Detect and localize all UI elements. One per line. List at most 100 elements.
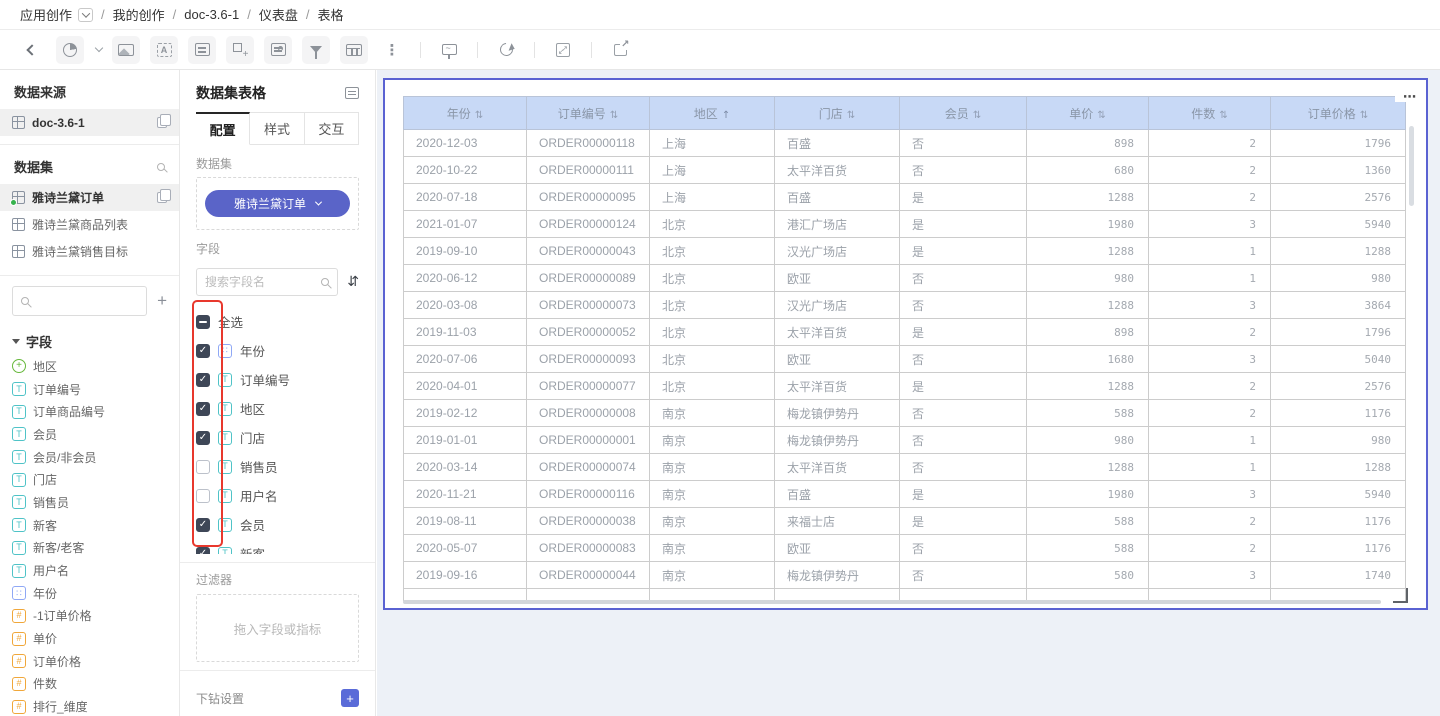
text-icon[interactable]: A [150, 35, 178, 64]
field-item[interactable]: 排行_维度 [0, 695, 179, 716]
table-cell: 3 [1148, 210, 1271, 238]
field-item[interactable]: 订单商品编号 [0, 400, 179, 423]
field-item[interactable]: 门店 [0, 468, 179, 491]
widget-more-button[interactable]: ⋯ [1395, 86, 1425, 103]
field-checkbox-row[interactable]: 新客 [196, 539, 359, 554]
config-tab[interactable]: 配置 [196, 112, 251, 145]
add-drill-button[interactable]: + [341, 689, 359, 707]
field-type-icon [218, 459, 232, 474]
field-item[interactable]: 年份 [0, 582, 179, 605]
checkbox[interactable] [196, 517, 210, 532]
table-vertical-scrollbar[interactable] [1409, 126, 1414, 206]
field-item[interactable]: 用户名 [0, 559, 179, 582]
table-cell: 否 [899, 561, 1027, 589]
present-icon[interactable] [435, 36, 463, 64]
chart-add-icon[interactable] [56, 35, 84, 64]
share-icon[interactable] [606, 36, 634, 64]
column-header[interactable]: 会员 ⇅ [899, 96, 1027, 130]
checkbox[interactable] [196, 430, 210, 445]
component-icon[interactable] [226, 35, 254, 64]
column-header[interactable]: 件数 ⇅ [1148, 96, 1271, 130]
tab-table-icon[interactable] [340, 35, 368, 64]
copy-icon[interactable] [157, 189, 171, 203]
dataset-item[interactable]: 雅诗兰黛订单 [0, 184, 179, 211]
checkbox[interactable] [196, 372, 210, 387]
widget-resize-handle[interactable] [1393, 588, 1408, 603]
field-checkbox-row[interactable]: 地区 [196, 394, 359, 423]
breadcrumb-item-app[interactable]: 应用创作 [20, 8, 73, 23]
field-checkbox-row[interactable]: 用户名 [196, 481, 359, 510]
table-cell: 2 [1148, 534, 1271, 562]
search-input[interactable] [35, 294, 139, 308]
field-item[interactable]: 会员 [0, 423, 179, 446]
field-checkbox-row[interactable]: 门店 [196, 423, 359, 452]
column-header[interactable]: 门店 ⇅ [774, 96, 900, 130]
breadcrumb-item-doc[interactable]: doc-3.6-1 [184, 7, 240, 22]
filter-card-icon[interactable] [264, 35, 292, 64]
field-type-icon [12, 631, 26, 646]
form-icon[interactable] [188, 35, 216, 64]
column-header[interactable]: 单价 ⇅ [1026, 96, 1149, 130]
field-item[interactable]: 会员/非会员 [0, 446, 179, 469]
column-header[interactable]: 订单编号 ⇅ [526, 96, 650, 130]
checkbox[interactable] [196, 459, 210, 474]
convert-chart-icon[interactable] [345, 87, 359, 99]
field-checkbox-row[interactable]: 销售员 [196, 452, 359, 481]
dashboard-canvas[interactable]: ⋯ 年份 ⇅ 订单编号 ⇅ 地区 ↑ 门店 ⇅ 会员 ⇅ 单价 ⇅ 件数 ⇅ 订单价格 ⇅ 2020-12-0… [377, 70, 1440, 716]
field-item[interactable]: 地区 [0, 355, 179, 378]
field-checkbox-row[interactable]: 年份 [196, 336, 359, 365]
breadcrumb-separator: / [172, 7, 177, 22]
add-field-button[interactable]: + [157, 291, 167, 310]
column-header[interactable]: 订单价格 ⇅ [1270, 96, 1406, 130]
field-item[interactable]: 件数 [0, 673, 179, 696]
dataset-item[interactable]: 雅诗兰黛销售目标 [0, 238, 179, 265]
field-item[interactable]: -1订单价格 [0, 605, 179, 628]
breadcrumb-dropdown[interactable] [78, 7, 94, 22]
checkbox[interactable] [196, 488, 210, 503]
field-name-search-input[interactable] [205, 275, 316, 289]
filter-dropzone[interactable]: 拖入字段或指标 [196, 594, 359, 662]
breadcrumb-item-my-creations[interactable]: 我的创作 [112, 8, 165, 23]
config-tab[interactable]: 交互 [304, 112, 359, 145]
field-checkbox-row[interactable]: 会员 [196, 510, 359, 539]
table-cell: 否 [899, 156, 1027, 184]
more-icon[interactable]: ⋮ [384, 41, 400, 59]
chart-type-caret-icon[interactable] [94, 43, 104, 53]
back-icon[interactable] [18, 36, 46, 64]
field-name-search[interactable] [196, 268, 339, 296]
config-tab[interactable]: 样式 [250, 112, 305, 145]
fields-section-header[interactable]: 字段 [0, 322, 179, 355]
column-header[interactable]: 年份 ⇅ [403, 96, 527, 130]
image-icon[interactable] [112, 35, 140, 64]
copy-icon[interactable] [157, 114, 171, 128]
column-header[interactable]: 地区 ↑ [649, 96, 775, 130]
checkbox[interactable] [196, 314, 210, 329]
dataset-select-pill[interactable]: 雅诗兰黛订单 [205, 190, 350, 217]
checkbox[interactable] [196, 343, 210, 358]
sort-order-icon[interactable]: ⇵ [347, 274, 359, 290]
field-item[interactable]: 单价 [0, 627, 179, 650]
table-row: 2020-07-18 ORDER00000095 上海 百盛是 1288 2 2576 [403, 183, 1406, 211]
field-item[interactable]: 订单价格 [0, 650, 179, 673]
table-row: 2019-09-16 ORDER00000044 南京 梅龙镇伊势丹否 580 3 1740 [403, 561, 1406, 589]
breadcrumb-item-dashboard[interactable]: 仪表盘 [258, 8, 298, 23]
datasource-item[interactable]: doc-3.6-1 [0, 109, 179, 136]
search-icon[interactable] [157, 162, 165, 171]
field-item[interactable]: 新客/老客 [0, 537, 179, 560]
funnel-add-icon[interactable] [302, 35, 330, 64]
table-row: 2019-11-03 ORDER00000052 北京 太平洋百货是 898 2 1796 [403, 318, 1406, 346]
table-horizontal-scrollbar[interactable] [403, 600, 1381, 604]
field-checkbox-row[interactable]: 全选 [196, 307, 359, 336]
field-item[interactable]: 订单编号 [0, 378, 179, 401]
field-item[interactable]: 销售员 [0, 491, 179, 514]
field-checkbox-row[interactable]: 订单编号 [196, 365, 359, 394]
fullscreen-icon[interactable] [549, 36, 577, 64]
checkbox[interactable] [196, 546, 210, 554]
table-widget[interactable]: ⋯ 年份 ⇅ 订单编号 ⇅ 地区 ↑ 门店 ⇅ 会员 ⇅ 单价 ⇅ 件数 ⇅ 订单价格 ⇅ 2020-12-0… [383, 78, 1428, 610]
field-item[interactable]: 新客 [0, 514, 179, 537]
field-search-input[interactable] [12, 286, 148, 316]
refresh-icon[interactable] [492, 36, 520, 64]
checkbox[interactable] [196, 401, 210, 416]
breadcrumb-item-table[interactable]: 表格 [317, 8, 344, 23]
dataset-item[interactable]: 雅诗兰黛商品列表 [0, 211, 179, 238]
